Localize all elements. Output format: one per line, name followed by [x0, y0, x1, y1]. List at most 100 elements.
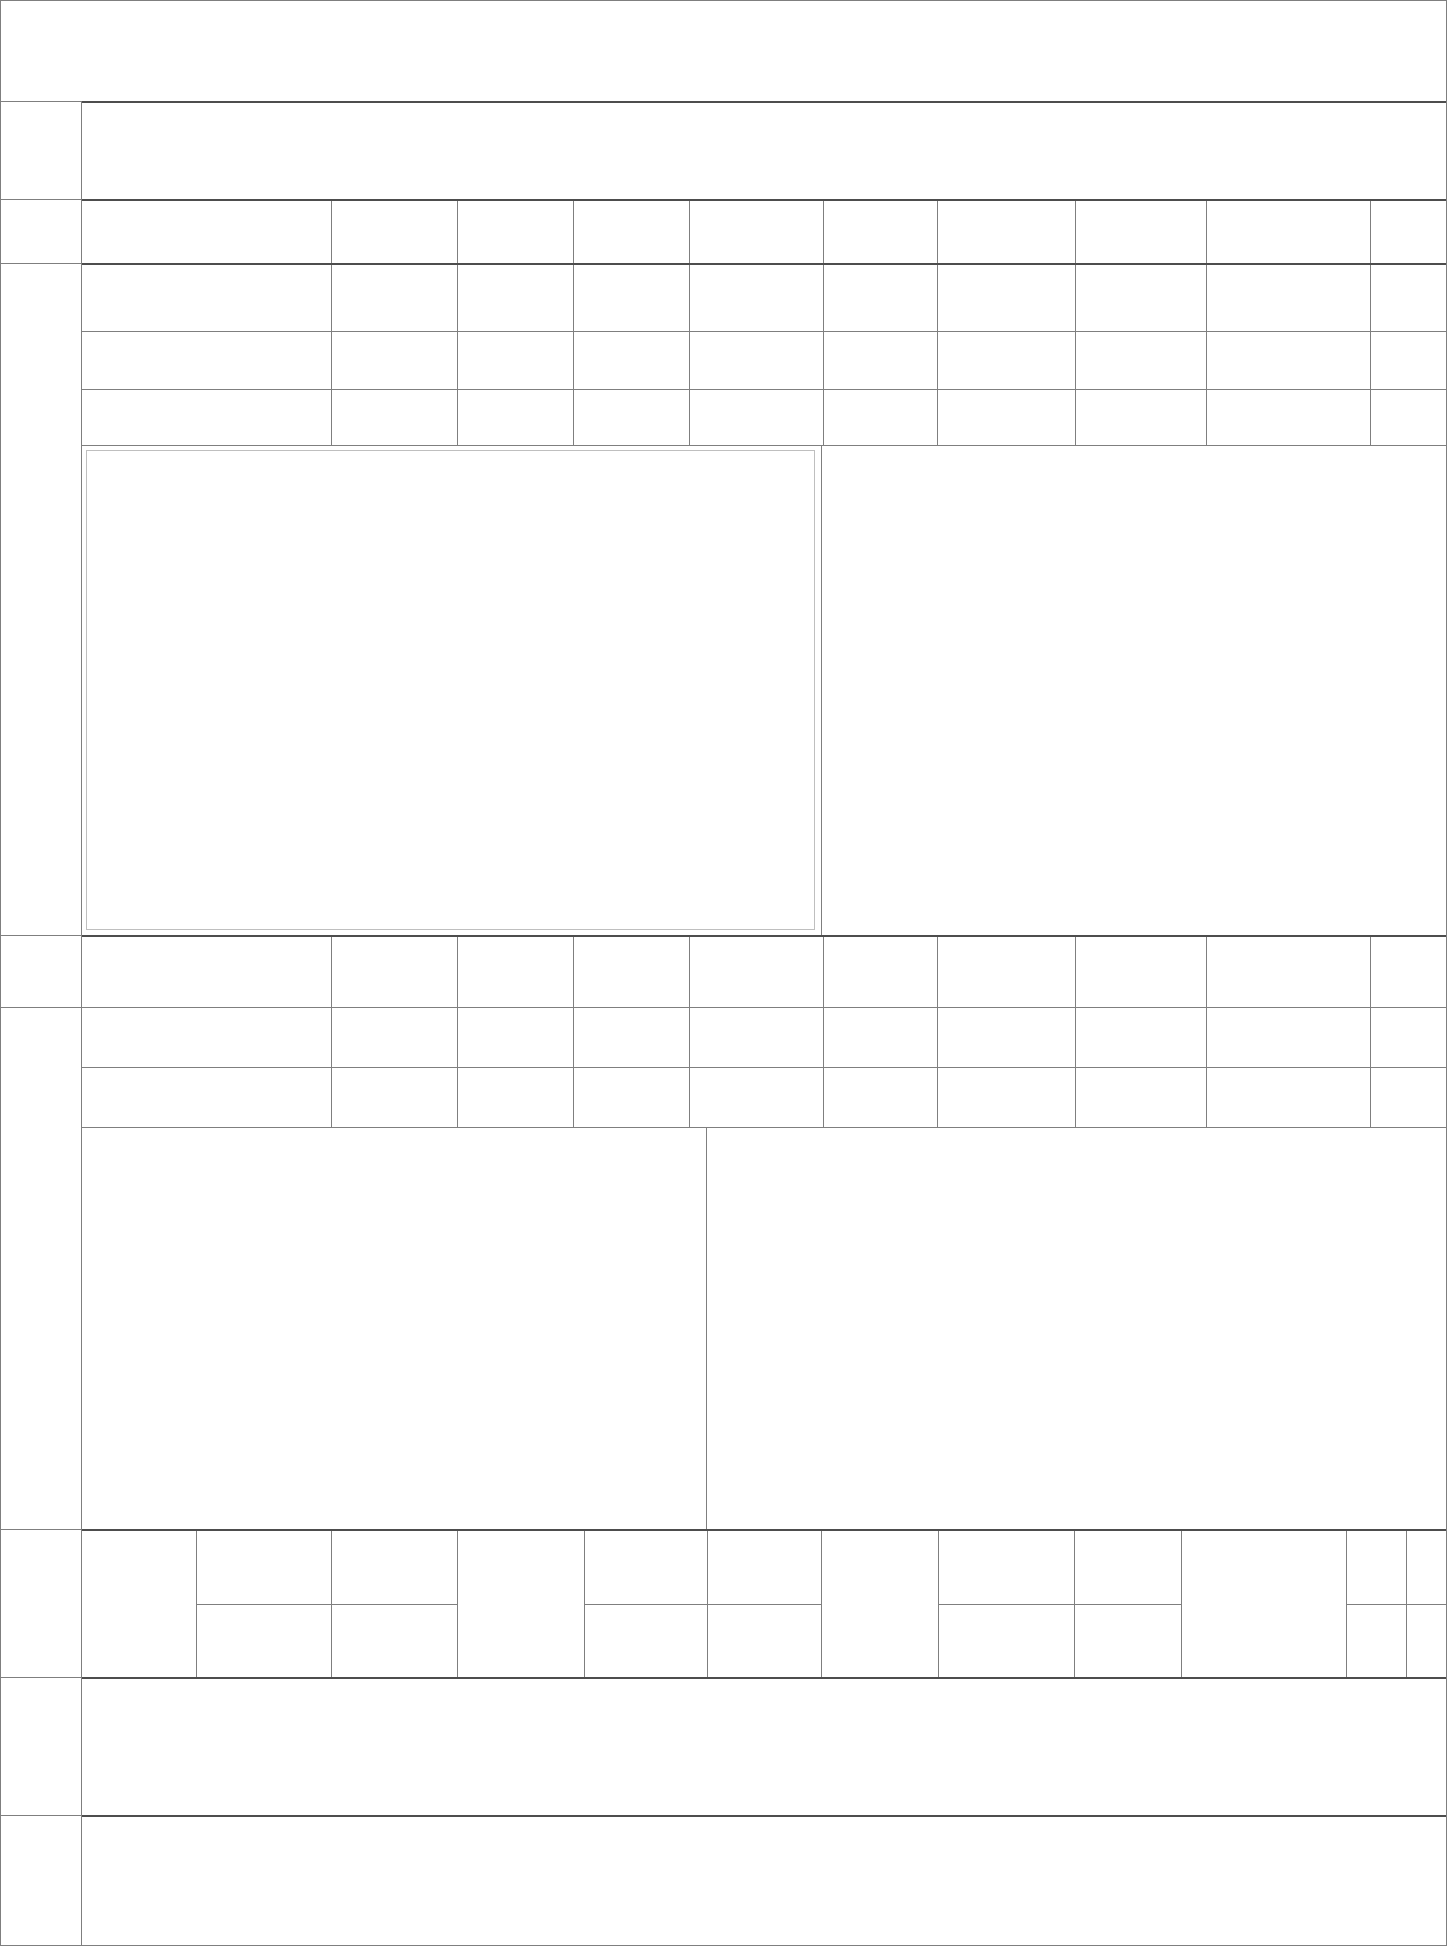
- today-us05: [457, 332, 573, 389]
- col-meimian05: [457, 265, 573, 331]
- forecast-mom-label: [457, 1068, 573, 1127]
- domestic-c32s-value: [197, 1605, 331, 1678]
- inland-value: [1370, 1068, 1446, 1127]
- c32s-spread-current: [1346, 1531, 1406, 1677]
- cum-inspection-label: [937, 201, 1075, 263]
- today-india-fut: [937, 332, 1075, 389]
- report-header: [1, 1, 1446, 101]
- chg-msp-live: [1206, 390, 1370, 445]
- industry-news-row: [82, 1677, 1446, 1815]
- india-c32s-chg: [708, 1605, 821, 1678]
- today-zheng05: [331, 332, 457, 389]
- cum-yoy-label: [1206, 201, 1370, 263]
- cum-arrivals-yoy-label: [1206, 937, 1370, 1007]
- price-header-row: [82, 263, 1446, 331]
- forecast-label: [82, 1068, 331, 1127]
- receipts-row-1: [82, 1007, 1446, 1067]
- c32s-spread-value: [1347, 1605, 1406, 1678]
- change-value-label: [708, 1531, 821, 1605]
- inland-label: [1206, 1068, 1370, 1127]
- today-msp-3000: [1370, 332, 1446, 389]
- c32s-spread-change: [1406, 1531, 1446, 1678]
- cum-arrivals-label: [937, 937, 1075, 1007]
- current-value-label: [197, 1531, 331, 1605]
- section-label-macro: [1, 1815, 82, 1945]
- arrivals-label: [82, 937, 331, 1007]
- vietnam-c32s-change: [1074, 1531, 1181, 1677]
- price-header-empty: [82, 265, 331, 331]
- forecast-mom-value: [573, 1068, 689, 1127]
- arrivals-value: [331, 937, 457, 1007]
- col-india-msp-3000: [1370, 265, 1446, 331]
- today-us-cal: [823, 332, 937, 389]
- chg-us05: [457, 390, 573, 445]
- daily-inspection-label: [82, 201, 331, 263]
- today-price-label: [82, 332, 331, 389]
- cum-receipts-value: [1075, 1008, 1206, 1067]
- cum-yoy-value: [1370, 201, 1446, 263]
- receipt-total-chart-cell: [706, 1128, 1446, 1529]
- domestic-c32s-change: [331, 1531, 457, 1677]
- cum-receipts-yoy-value: [1370, 1008, 1446, 1067]
- change-label: [82, 390, 331, 445]
- arrivals-yoy-value: [823, 937, 937, 1007]
- change-value-label: [1407, 1531, 1446, 1605]
- cum-receipts-label: [937, 1008, 1075, 1067]
- domestic-c32s-label: [82, 1531, 196, 1677]
- chg-us-cal: [823, 390, 937, 445]
- mom-value: [573, 201, 689, 263]
- india-c32s-current: [584, 1531, 707, 1677]
- cum-arrivals-yoy-value: [1370, 937, 1446, 1007]
- summary-row: [82, 101, 1446, 199]
- india-spot-price-chart: [86, 450, 815, 930]
- section-label-receipts: [1, 1007, 82, 1529]
- yoy-value: [823, 201, 937, 263]
- chg-zheng-cal: [689, 390, 823, 445]
- domestic-c32s-chg: [332, 1605, 457, 1678]
- section-label-price: [1, 263, 82, 935]
- cn-us-spread-chart: [822, 446, 1446, 935]
- summary-text: [82, 103, 1446, 199]
- macro-text: [82, 1817, 1446, 1945]
- chg-spread: [573, 390, 689, 445]
- col-zhengmian05: [331, 265, 457, 331]
- india-c32s-label: [457, 1531, 584, 1677]
- col-india-msp-live: [1206, 265, 1370, 331]
- price-charts-row: [82, 445, 1446, 935]
- vietnam-c32s-label: [821, 1531, 938, 1677]
- india-arrivals-row: [82, 935, 1446, 1007]
- receipts-mom-label: [457, 1008, 573, 1067]
- arrivals-mom-label: [457, 937, 573, 1007]
- c32s-spread-chg: [1407, 1605, 1446, 1678]
- cum-receipts-yoy-label: [1206, 1008, 1370, 1067]
- arrivals-yoy-label: [689, 937, 823, 1007]
- today-zheng-cal: [689, 332, 823, 389]
- inspection-row: [82, 199, 1446, 263]
- section-label-inspection: [1, 199, 82, 263]
- receipts-yoy-value: [823, 1008, 937, 1067]
- today-india-spot: [1075, 332, 1206, 389]
- spread-chart-cell: [821, 446, 1446, 935]
- forecast-value: [331, 1068, 457, 1127]
- current-value-label: [939, 1531, 1074, 1605]
- india-c32s-change: [707, 1531, 821, 1677]
- receipt-change-chart-cell: [82, 1128, 706, 1529]
- domestic-c32s-current: [196, 1531, 331, 1677]
- mom-label: [457, 201, 573, 263]
- section-label-industry-news: [1, 1677, 82, 1815]
- textile-row: [82, 1529, 1446, 1678]
- industry-news-text: [82, 1679, 1446, 1815]
- arrivals-mom-value: [573, 937, 689, 1007]
- receipts-mom-value: [573, 1008, 689, 1067]
- price-today-row: [82, 331, 1446, 389]
- forecast-yoy-label: [689, 1068, 823, 1127]
- vietnam-c32s-current: [938, 1531, 1074, 1677]
- receipt-change-chart: [82, 1128, 706, 1529]
- chg-msp-3000: [1370, 390, 1446, 445]
- daily-receipts-value: [331, 1008, 457, 1067]
- current-value-label: [585, 1531, 707, 1605]
- daily-inspection-value: [331, 201, 457, 263]
- receipt-total-chart: [707, 1128, 1446, 1529]
- xinjiang-value: [1075, 1068, 1206, 1127]
